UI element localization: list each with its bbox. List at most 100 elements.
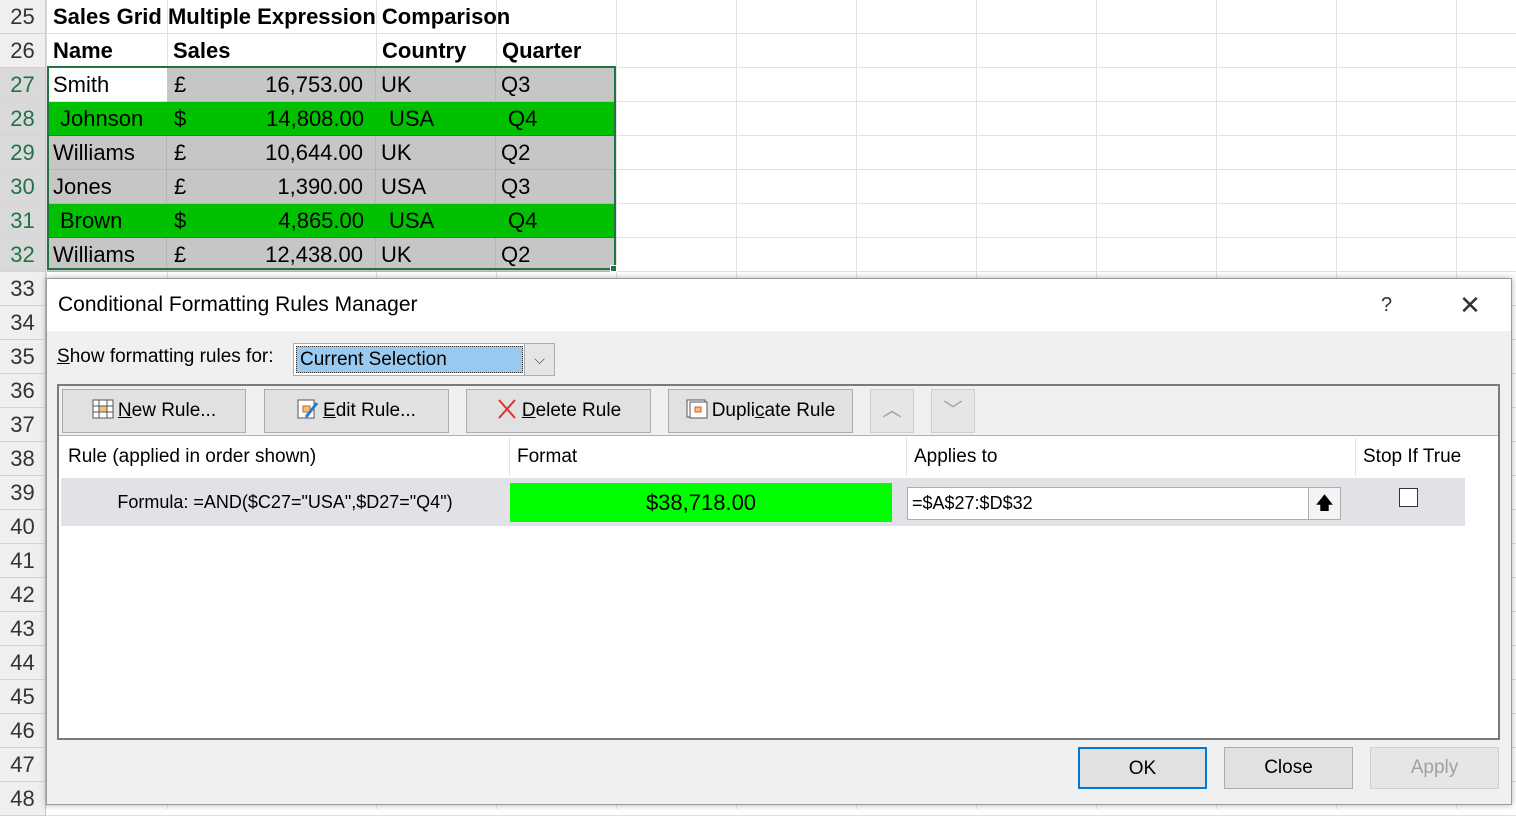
applies-to-value: =$A$27:$D$32 — [912, 493, 1033, 513]
duplicate-rule-button[interactable]: Duplicate Rule — [668, 389, 853, 433]
row-header[interactable]: 47 — [0, 748, 46, 782]
sheet-title[interactable]: Sales Grid Multiple Expression Compariso… — [53, 4, 511, 29]
row-header[interactable]: 36 — [0, 374, 46, 408]
cell-quarter[interactable]: Q2 — [496, 238, 615, 272]
ok-button[interactable]: OK — [1078, 747, 1207, 789]
apply-button[interactable]: Apply — [1370, 747, 1499, 789]
row-header[interactable]: 43 — [0, 612, 46, 646]
cell-name[interactable]: Williams — [47, 136, 167, 170]
close-icon[interactable]: ✕ — [1459, 290, 1481, 320]
cell-country[interactable]: UK — [376, 136, 496, 170]
row-header[interactable]: 25 — [0, 0, 46, 34]
row-header[interactable]: 35 — [0, 340, 46, 374]
applies-to-input[interactable]: =$A$27:$D$32 🡅 — [907, 487, 1341, 520]
sales-value: 16,753.00 — [265, 72, 363, 97]
cell-country[interactable]: USA — [376, 204, 496, 238]
row-header[interactable]: 48 — [0, 782, 46, 816]
edit-table-icon — [297, 399, 319, 419]
delete-rule-button[interactable]: Delete Rule — [466, 389, 651, 433]
rule-formula: Formula: =AND($C27="USA",$D27="Q4") — [117, 492, 453, 512]
sales-value: 10,644.00 — [265, 140, 363, 165]
row-header[interactable]: 29 — [0, 136, 46, 170]
currency-symbol: £ — [174, 140, 187, 165]
cell-quarter[interactable]: Q4 — [496, 204, 615, 238]
row-header[interactable]: 37 — [0, 408, 46, 442]
cell-country[interactable]: USA — [376, 170, 496, 204]
row-header[interactable]: 28 — [0, 102, 46, 136]
row-header[interactable]: 31 — [0, 204, 46, 238]
cell-name[interactable]: Smith — [53, 72, 110, 97]
column-header[interactable]: Sales — [173, 38, 231, 63]
move-down-button[interactable]: ﹀ — [931, 389, 975, 433]
row-header[interactable]: 42 — [0, 578, 46, 612]
format-preview: $38,718.00 — [510, 483, 892, 522]
cell-quarter[interactable]: Q3 — [496, 170, 615, 204]
currency-symbol: £ — [174, 242, 187, 267]
gridline — [46, 67, 1516, 68]
sales-value: 4,865.00 — [278, 208, 364, 233]
row-header[interactable]: 41 — [0, 544, 46, 578]
cell-name[interactable]: Brown — [47, 204, 167, 238]
help-button[interactable]: ? — [1381, 294, 1393, 316]
label-text: how formatting rules for: — [69, 346, 274, 367]
cell-name[interactable]: Williams — [47, 238, 167, 272]
cell-sales[interactable]: £16,753.00 — [167, 68, 376, 102]
access-key: S — [57, 346, 70, 367]
selection-border — [47, 66, 616, 270]
row-header[interactable]: 34 — [0, 306, 46, 340]
rule-row[interactable]: Formula: =AND($C27="USA",$D27="Q4") $38,… — [61, 478, 1465, 526]
collapse-range-icon[interactable]: 🡅 — [1308, 488, 1340, 519]
currency-symbol: £ — [174, 72, 187, 97]
row-header[interactable]: 27 — [0, 68, 46, 102]
edit-rule-button[interactable]: Edit Rule... — [264, 389, 449, 433]
cell-quarter[interactable]: Q4 — [496, 102, 615, 136]
row-header[interactable]: 39 — [0, 476, 46, 510]
access-key: N — [117, 400, 132, 421]
row-header[interactable]: 46 — [0, 714, 46, 748]
cell-sales[interactable]: £10,644.00 — [167, 136, 376, 170]
cell-name[interactable]: Johnson — [47, 102, 167, 136]
cell-sales[interactable]: $14,808.00 — [167, 102, 376, 136]
move-up-button[interactable]: ︿ — [870, 389, 914, 433]
column-header-format: Format — [510, 438, 907, 476]
access-key: c — [755, 400, 765, 421]
row-header[interactable]: 30 — [0, 170, 46, 204]
column-header[interactable]: Country — [382, 38, 467, 63]
gridline — [46, 101, 1516, 102]
label: Dupli — [711, 400, 756, 421]
table-icon — [92, 399, 114, 419]
cell-country[interactable]: UK — [376, 238, 496, 272]
new-rule-button[interactable]: New Rule... — [62, 389, 246, 433]
row-header[interactable]: 26 — [0, 34, 46, 68]
rules-panel: New Rule... Edit Rule... Delete Rule Dup… — [57, 384, 1500, 740]
cell-country[interactable]: USA — [376, 102, 496, 136]
cell-sales[interactable]: £1,390.00 — [167, 170, 376, 204]
stop-if-true-checkbox[interactable] — [1399, 488, 1418, 507]
row-header[interactable]: 33 — [0, 272, 46, 306]
cell-sales[interactable]: $4,865.00 — [167, 204, 376, 238]
close-button[interactable]: Close — [1224, 747, 1353, 789]
show-rules-dropdown[interactable]: Current Selection ⌵ — [293, 343, 555, 376]
currency-symbol: $ — [174, 106, 187, 131]
cell-sales[interactable]: £12,438.00 — [167, 238, 376, 272]
sales-value: 1,390.00 — [277, 174, 363, 199]
rules-toolbar: New Rule... Edit Rule... Delete Rule Dup… — [59, 386, 1498, 436]
gridline — [46, 33, 1516, 34]
cell-quarter[interactable]: Q2 — [496, 136, 615, 170]
fill-handle[interactable] — [610, 265, 617, 272]
row-header[interactable]: 38 — [0, 442, 46, 476]
label: ew Rule... — [131, 400, 217, 421]
row-header[interactable]: 40 — [0, 510, 46, 544]
column-header-applies-to: Applies to — [907, 438, 1356, 476]
dropdown-value: Current Selection — [296, 346, 523, 373]
cell-quarter[interactable]: Q3 — [496, 68, 615, 102]
column-header[interactable]: Quarter — [502, 38, 582, 63]
cell-country[interactable]: UK — [376, 68, 496, 102]
row-header[interactable]: 44 — [0, 646, 46, 680]
cell-name[interactable]: Jones — [47, 170, 167, 204]
row-header[interactable]: 45 — [0, 680, 46, 714]
chevron-down-icon[interactable]: ⌵ — [524, 344, 554, 375]
access-key: E — [323, 400, 336, 421]
row-header[interactable]: 32 — [0, 238, 46, 272]
column-header[interactable]: Name — [53, 38, 113, 63]
